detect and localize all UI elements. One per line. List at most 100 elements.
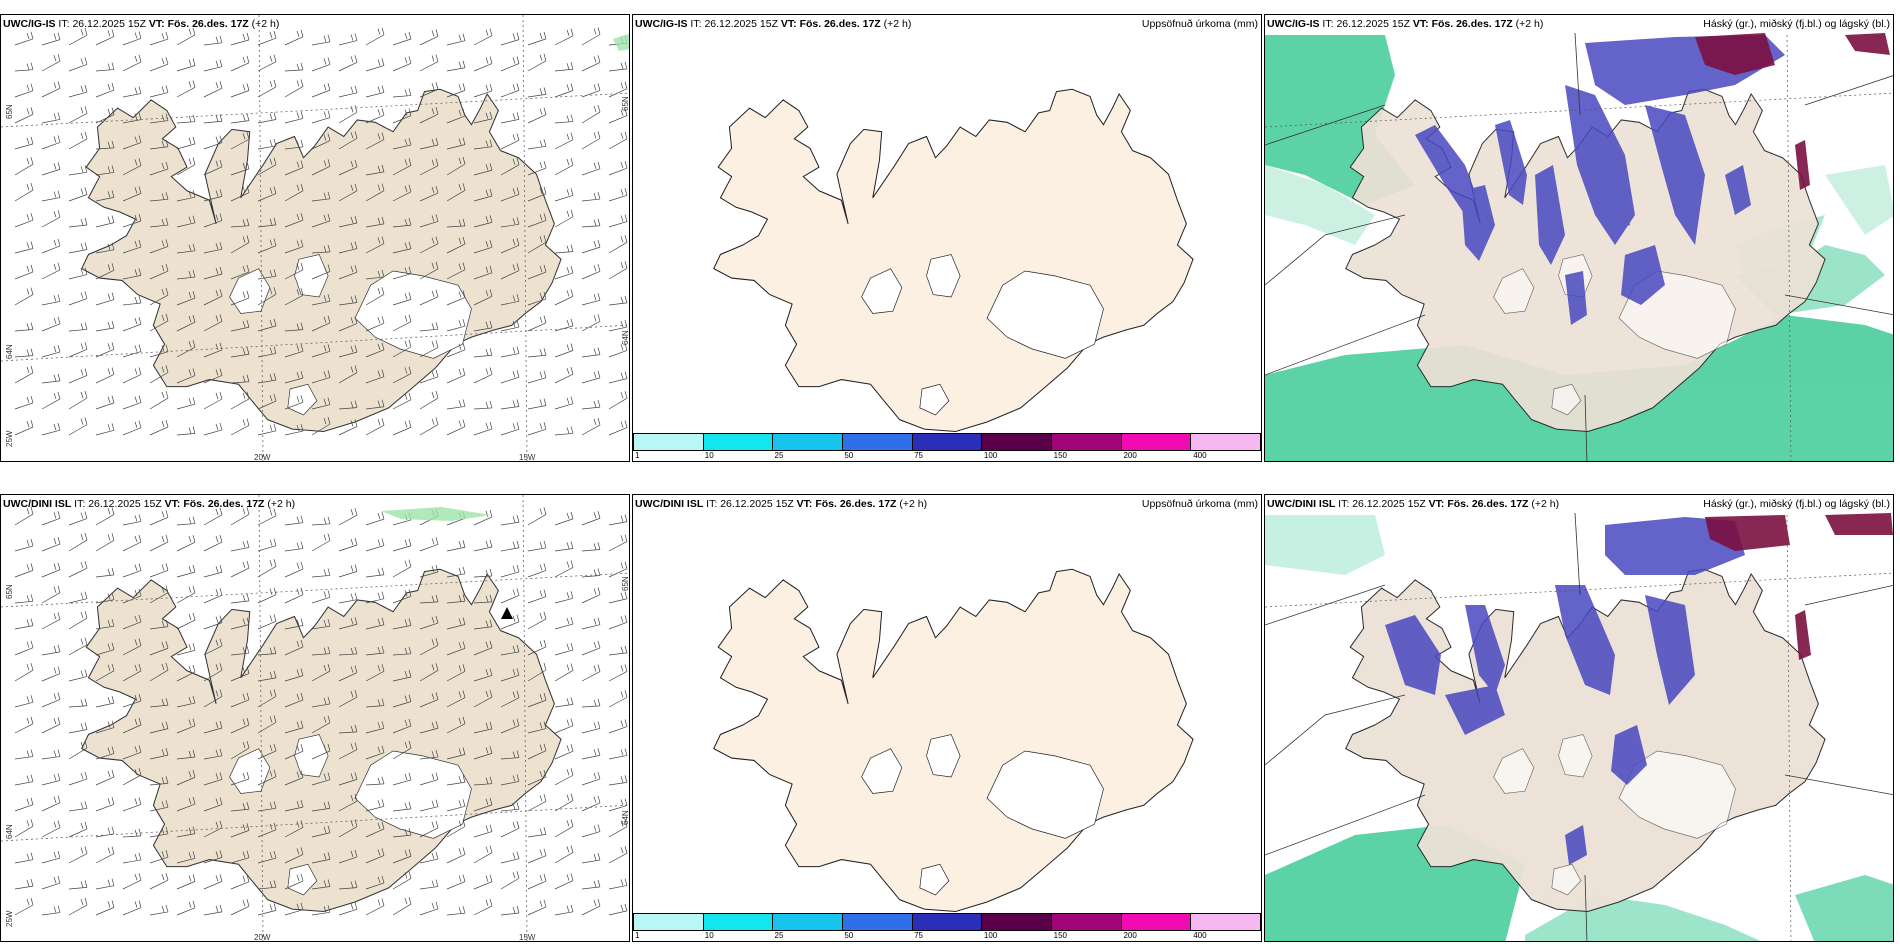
wind-barb (176, 215, 196, 228)
wind-barb (527, 107, 547, 124)
wind-barb (473, 289, 493, 306)
wind-barb (311, 905, 331, 916)
model-label: UWC/IG-IS (3, 18, 56, 30)
wind-barb (41, 316, 61, 332)
wind-barb (95, 242, 115, 254)
wind-barb (41, 905, 61, 916)
wind-barb (365, 418, 385, 436)
wind-barb (527, 873, 547, 890)
wind-barb (554, 718, 574, 734)
wind-barb (365, 538, 385, 552)
wind-barb (176, 58, 196, 72)
vt-value: Fös. 26.des. 17Z (815, 498, 897, 510)
wind-barb (608, 798, 628, 812)
wind-barb (149, 698, 169, 708)
wind-barb (608, 591, 628, 604)
colorbar-segment (981, 913, 1052, 931)
vt-value: Fös. 26.des. 17Z (1431, 18, 1513, 30)
wind-barb (203, 242, 223, 254)
wind-barb (581, 664, 601, 682)
wind-barb (554, 642, 574, 656)
wind-barb (527, 848, 547, 864)
wind-barb (230, 540, 250, 552)
wind-barb (257, 287, 277, 306)
wind-barb (608, 391, 628, 410)
lead-time: (+2 h) (1515, 18, 1544, 30)
wind-barb (122, 135, 142, 150)
wind-barb (284, 720, 304, 734)
wind-barb (230, 391, 250, 410)
wind-barb (14, 695, 34, 708)
wind-barb (338, 33, 358, 46)
wind-barb (392, 538, 412, 552)
wind-barb (365, 342, 385, 358)
wind-barb (446, 108, 466, 124)
wind-barb (122, 828, 142, 838)
wind-barb (311, 533, 331, 552)
wind-barb (608, 690, 628, 708)
wind-barb (95, 320, 115, 332)
wind-barb (203, 391, 223, 410)
wind-barb (41, 373, 61, 384)
wind-barb (311, 344, 331, 358)
wind-barb (608, 108, 628, 124)
graticule (1, 495, 629, 941)
wind-barb (149, 641, 169, 656)
wind-barb (581, 587, 601, 604)
precip-map (713, 568, 1194, 913)
wind-barb (608, 534, 628, 552)
wind-barb (41, 717, 61, 734)
wind-barb (203, 874, 223, 890)
wind-barb (608, 295, 628, 306)
wind-barb (41, 135, 61, 150)
wind-barb (608, 188, 628, 202)
wind-barb (473, 689, 493, 708)
wind-barb (446, 799, 466, 812)
wind-barb (95, 82, 115, 98)
wind-barb (392, 740, 412, 760)
wind-barb (527, 540, 547, 552)
wind-barb (122, 852, 142, 864)
wind-barb (500, 540, 520, 552)
wind-barb (284, 62, 304, 72)
wind-barb (392, 137, 412, 150)
wind-barb (338, 724, 358, 734)
lat-label: 64N (5, 824, 14, 839)
wind-barb (41, 666, 61, 682)
wind-barb (203, 314, 223, 332)
wind-barb (446, 594, 466, 604)
wind-barb (446, 847, 466, 864)
wind-barb (338, 131, 358, 150)
wind-barb (284, 160, 304, 176)
wind-barb (608, 615, 628, 630)
wind-barb (554, 819, 574, 838)
wind-barb (203, 289, 223, 306)
wind-barb (581, 879, 601, 890)
wind-barb (203, 59, 223, 72)
wind-barb (230, 874, 250, 890)
wind-barb (122, 767, 142, 786)
wind-barb (95, 746, 115, 760)
wind-barb (446, 137, 466, 150)
wind-barb (41, 238, 61, 254)
panel-header: UWC/IG-IS IT: 26.12.2025 15Z VT: Fös. 26… (3, 18, 279, 30)
wind-barb (176, 643, 196, 656)
wind-barb (149, 192, 169, 202)
wind-barb (527, 53, 547, 72)
wind-barb (338, 265, 358, 280)
wind-barb (149, 721, 169, 734)
wind-barb (608, 235, 628, 254)
wind-barb (203, 189, 223, 202)
wind-barb (500, 690, 520, 708)
wind-barb (230, 418, 250, 436)
wind-barb (473, 348, 493, 358)
wind-barb (446, 399, 466, 410)
wind-barb (122, 31, 142, 46)
wind-barb (419, 615, 439, 630)
wind-barb (419, 340, 439, 358)
model-label: UWC/IG-IS (635, 18, 688, 30)
wind-barb (581, 721, 601, 734)
it-label: IT: (74, 498, 86, 510)
wind-barb (68, 84, 88, 98)
wind-barb (176, 290, 196, 306)
